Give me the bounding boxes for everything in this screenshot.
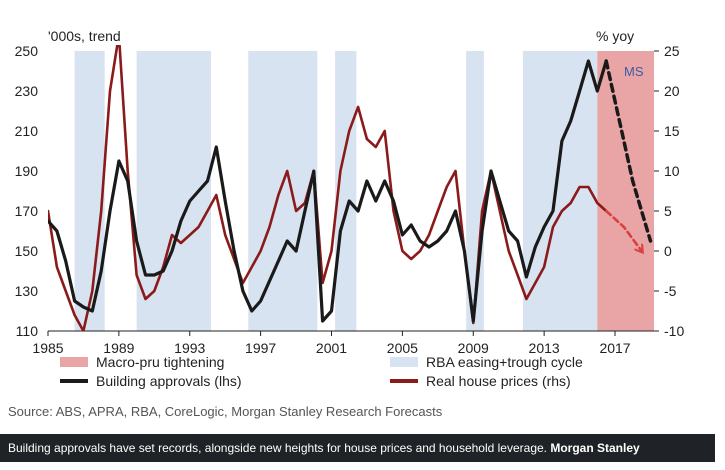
left-axis-title: '000s, trend xyxy=(48,28,121,44)
y-right-tick-label: -10 xyxy=(664,323,684,339)
y-left-tick-label: 130 xyxy=(15,283,39,299)
right-axis-ticks: 25 20 15 10 5 0 -5 -10 xyxy=(654,43,684,339)
y-left-tick-label: 170 xyxy=(15,203,39,219)
series-real-house-prices-forecast xyxy=(604,209,641,251)
x-tick-label: 1985 xyxy=(32,340,63,356)
legend-label-approvals: Building approvals (lhs) xyxy=(96,373,242,389)
y-left-tick-label: 110 xyxy=(16,323,39,339)
shaded-region-easing xyxy=(248,51,318,331)
source-note: Source: ABS, APRA, RBA, CoreLogic, Morga… xyxy=(8,404,443,419)
series-layer xyxy=(48,45,653,331)
caption-bar: Building approvals have set records, alo… xyxy=(0,434,715,462)
x-tick-label: 2001 xyxy=(316,340,347,356)
chart-svg: 1985 1989 1993 1997 2001 2005 2009 2013 2017 250… xyxy=(8,28,684,419)
legend-swatch-easing xyxy=(390,357,418,367)
y-right-tick-label: 25 xyxy=(664,43,680,59)
caption-credit: Morgan Stanley xyxy=(550,441,640,455)
y-right-tick-label: 20 xyxy=(664,83,680,99)
shaded-region-easing xyxy=(522,51,598,331)
series-real-house-prices-rhs xyxy=(48,45,608,331)
right-axis-title: % yoy xyxy=(596,28,634,44)
x-tick-label: 1997 xyxy=(245,340,276,356)
y-left-tick-label: 230 xyxy=(15,83,39,99)
y-left-tick-label: 210 xyxy=(15,123,39,139)
y-left-tick-label: 150 xyxy=(15,243,39,259)
x-tick-label: 1993 xyxy=(174,340,205,356)
left-axis-ticks: 250 230 210 190 170 150 130 110 xyxy=(15,43,39,339)
y-right-tick-label: 10 xyxy=(664,163,680,179)
x-tick-label: 2013 xyxy=(529,340,560,356)
shaded-region-easing xyxy=(335,51,357,331)
x-axis-ticks: 1985 1989 1993 1997 2001 2005 2009 2013 2017 xyxy=(32,331,631,356)
legend-swatch-macropru xyxy=(60,357,88,367)
y-right-tick-label: -5 xyxy=(664,283,677,299)
chart: 1985 1989 1993 1997 2001 2005 2009 2013 2017 250… xyxy=(8,28,684,419)
legend-label-macropru: Macro-pru tightening xyxy=(96,354,224,370)
legend: Macro-pru tightening RBA easing+trough c… xyxy=(60,354,583,389)
x-tick-label: 2017 xyxy=(599,340,630,356)
y-right-tick-label: 0 xyxy=(664,243,672,259)
caption-text: Building approvals have set records, alo… xyxy=(8,441,551,455)
x-tick-label: 2005 xyxy=(387,340,418,356)
y-right-tick-label: 15 xyxy=(664,123,680,139)
shaded-region-macropru xyxy=(597,51,654,331)
y-left-tick-label: 190 xyxy=(15,163,39,179)
y-left-tick-label: 250 xyxy=(15,43,39,59)
legend-label-easing: RBA easing+trough cycle xyxy=(426,354,583,370)
x-tick-label: 1989 xyxy=(103,340,134,356)
y-right-tick-label: 5 xyxy=(664,203,672,219)
ms-annotation: MS xyxy=(624,64,644,79)
x-tick-label: 2009 xyxy=(458,340,489,356)
series-building-approvals-lhs xyxy=(48,59,608,323)
series-building-approvals-forecast xyxy=(604,59,653,243)
legend-label-house-prices: Real house prices (rhs) xyxy=(426,373,571,389)
shaded-region-easing xyxy=(74,51,105,331)
